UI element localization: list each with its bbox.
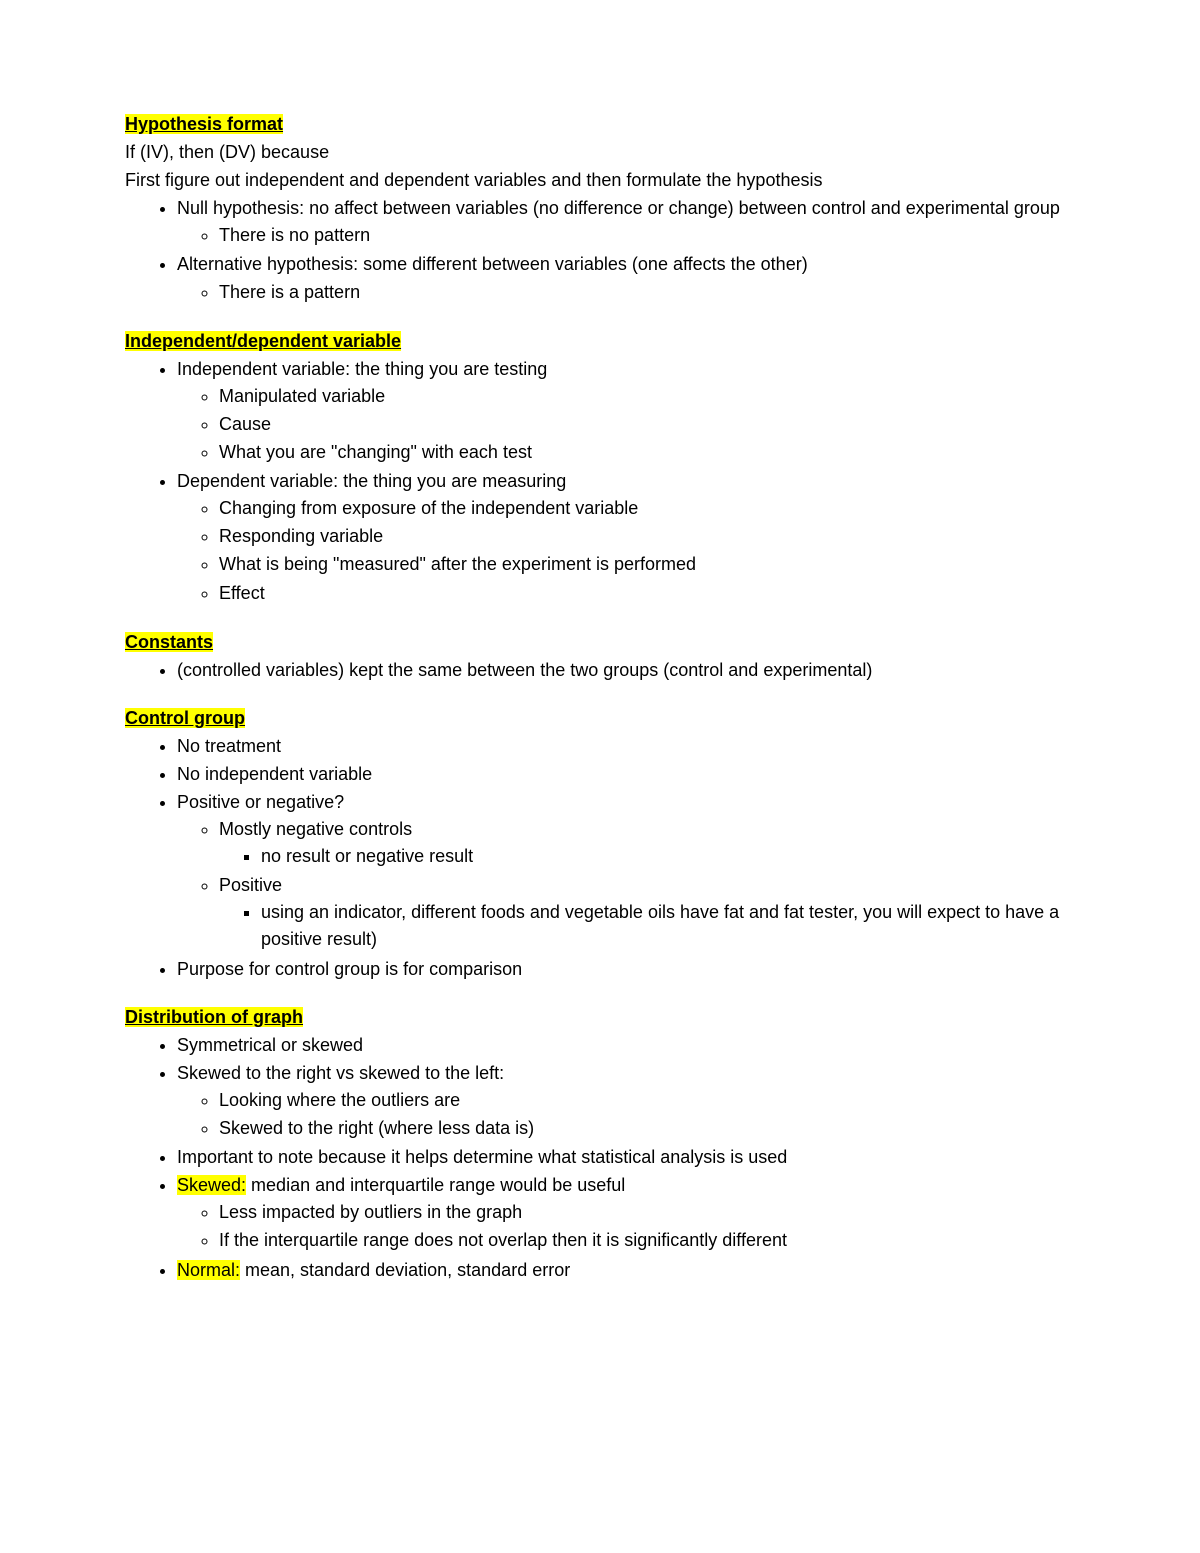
list-item: Important to note because it helps deter… xyxy=(177,1143,1075,1171)
sub-sub-list: no result or negative result xyxy=(219,842,1075,870)
list-text: Null hypothesis: no affect between varia… xyxy=(177,198,1060,218)
heading-text: Constants xyxy=(125,632,213,652)
list-item: Dependent variable: the thing you are me… xyxy=(177,467,1075,607)
list-item: Alternative hypothesis: some different b… xyxy=(177,250,1075,306)
list-item: Manipulated variable xyxy=(219,382,1075,410)
list-text: Symmetrical or skewed xyxy=(177,1035,363,1055)
list-item: If the interquartile range does not over… xyxy=(219,1226,1075,1254)
heading-text: Control group xyxy=(125,708,245,728)
list-item: Cause xyxy=(219,410,1075,438)
list-text: No treatment xyxy=(177,736,281,756)
body-text: If (IV), then (DV) because xyxy=(125,138,1075,166)
bullet-list: Independent variable: the thing you are … xyxy=(125,355,1075,608)
list-item: There is a pattern xyxy=(219,278,1075,306)
list-text: median and interquartile range would be … xyxy=(246,1175,625,1195)
list-item: Skewed to the right (where less data is) xyxy=(219,1114,1075,1142)
section-heading-variables: Independent/dependent variable xyxy=(125,327,1075,355)
list-item: Skewed: median and interquartile range w… xyxy=(177,1171,1075,1255)
body-text: First figure out independent and depende… xyxy=(125,166,1075,194)
list-text: Looking where the outliers are xyxy=(219,1090,460,1110)
list-item: Purpose for control group is for compari… xyxy=(177,955,1075,983)
list-item: Effect xyxy=(219,579,1075,607)
list-text: Less impacted by outliers in the graph xyxy=(219,1202,522,1222)
list-item: Positive or negative? Mostly negative co… xyxy=(177,788,1075,955)
list-text: (controlled variables) kept the same bet… xyxy=(177,660,872,680)
list-item: Less impacted by outliers in the graph xyxy=(219,1198,1075,1226)
list-text: If the interquartile range does not over… xyxy=(219,1230,787,1250)
list-item: There is no pattern xyxy=(219,221,1075,249)
list-item: What you are "changing" with each test xyxy=(219,438,1075,466)
list-item: Looking where the outliers are xyxy=(219,1086,1075,1114)
list-text: There is no pattern xyxy=(219,225,370,245)
list-text: Dependent variable: the thing you are me… xyxy=(177,471,566,491)
list-item: (controlled variables) kept the same bet… xyxy=(177,656,1075,684)
list-item: No independent variable xyxy=(177,760,1075,788)
section-heading-control: Control group xyxy=(125,704,1075,732)
list-text: What is being "measured" after the exper… xyxy=(219,554,696,574)
list-text: What you are "changing" with each test xyxy=(219,442,532,462)
heading-text: Independent/dependent variable xyxy=(125,331,401,351)
sub-list: Less impacted by outliers in the graph I… xyxy=(177,1198,1075,1254)
list-item: No treatment xyxy=(177,732,1075,760)
list-text: no result or negative result xyxy=(261,846,473,866)
list-text: There is a pattern xyxy=(219,282,360,302)
heading-text: Hypothesis format xyxy=(125,114,283,134)
list-text: No independent variable xyxy=(177,764,372,784)
section-heading-distribution: Distribution of graph xyxy=(125,1003,1075,1031)
list-text: Positive xyxy=(219,875,282,895)
sub-list: Mostly negative controls no result or ne… xyxy=(177,815,1075,953)
list-text: using an indicator, different foods and … xyxy=(261,902,1059,948)
sub-list: Manipulated variable Cause What you are … xyxy=(177,382,1075,466)
list-item: no result or negative result xyxy=(261,842,1075,870)
list-text: mean, standard deviation, standard error xyxy=(240,1260,570,1280)
list-text: Purpose for control group is for compari… xyxy=(177,959,522,979)
bullet-list: No treatment No independent variable Pos… xyxy=(125,732,1075,983)
sub-sub-list: using an indicator, different foods and … xyxy=(219,898,1075,952)
bullet-list: Null hypothesis: no affect between varia… xyxy=(125,194,1075,306)
list-item: Positive using an indicator, different f… xyxy=(219,871,1075,953)
list-item: Independent variable: the thing you are … xyxy=(177,355,1075,467)
section-heading-constants: Constants xyxy=(125,628,1075,656)
heading-text: Distribution of graph xyxy=(125,1007,303,1027)
list-text: Manipulated variable xyxy=(219,386,385,406)
list-text: Alternative hypothesis: some different b… xyxy=(177,254,808,274)
sub-list: There is a pattern xyxy=(177,278,1075,306)
list-text: Responding variable xyxy=(219,526,383,546)
list-text: Important to note because it helps deter… xyxy=(177,1147,787,1167)
list-item: Null hypothesis: no affect between varia… xyxy=(177,194,1075,250)
list-item: Symmetrical or skewed xyxy=(177,1031,1075,1059)
list-item: What is being "measured" after the exper… xyxy=(219,550,1075,578)
document-page: Hypothesis format If (IV), then (DV) bec… xyxy=(0,0,1200,1553)
bullet-list: Symmetrical or skewed Skewed to the righ… xyxy=(125,1031,1075,1284)
section-heading-hypothesis: Hypothesis format xyxy=(125,110,1075,138)
list-item: Normal: mean, standard deviation, standa… xyxy=(177,1256,1075,1284)
list-text: Independent variable: the thing you are … xyxy=(177,359,547,379)
bullet-list: (controlled variables) kept the same bet… xyxy=(125,656,1075,684)
sub-list: Looking where the outliers are Skewed to… xyxy=(177,1086,1075,1142)
highlighted-term: Normal: xyxy=(177,1260,240,1280)
list-text: Positive or negative? xyxy=(177,792,344,812)
list-text: Mostly negative controls xyxy=(219,819,412,839)
list-item: Skewed to the right vs skewed to the lef… xyxy=(177,1059,1075,1143)
sub-list: Changing from exposure of the independen… xyxy=(177,494,1075,606)
list-item: Changing from exposure of the independen… xyxy=(219,494,1075,522)
list-text: Skewed to the right vs skewed to the lef… xyxy=(177,1063,504,1083)
list-text: Cause xyxy=(219,414,271,434)
list-item: Mostly negative controls no result or ne… xyxy=(219,815,1075,871)
list-item: using an indicator, different foods and … xyxy=(261,898,1075,952)
list-text: Effect xyxy=(219,583,265,603)
list-text: Changing from exposure of the independen… xyxy=(219,498,638,518)
highlighted-term: Skewed: xyxy=(177,1175,246,1195)
list-text: Skewed to the right (where less data is) xyxy=(219,1118,534,1138)
list-item: Responding variable xyxy=(219,522,1075,550)
sub-list: There is no pattern xyxy=(177,221,1075,249)
